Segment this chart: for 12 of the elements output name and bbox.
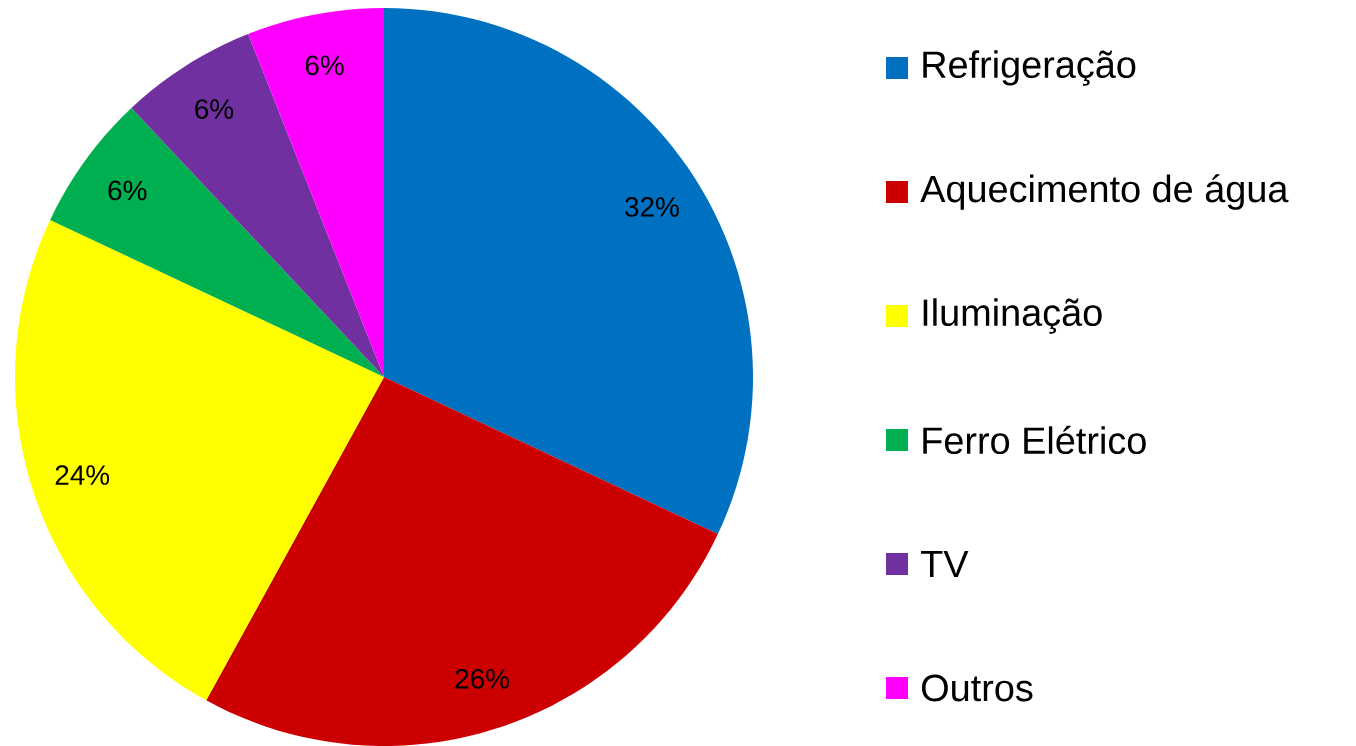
- legend-label: Iluminação: [923, 298, 1102, 334]
- data-label: 24%: [55, 465, 110, 485]
- data-label: 26%: [455, 668, 509, 689]
- legend-label: TV: [921, 551, 969, 578]
- data-label: 32%: [625, 197, 679, 217]
- legend-label: Aquecimento de água: [920, 174, 1289, 210]
- legend-label: Outros: [921, 674, 1033, 702]
- data-label: 6%: [108, 180, 147, 201]
- legend-label: Refrigeração: [923, 50, 1136, 86]
- legend-label: Ferro Elétrico: [923, 425, 1146, 455]
- data-label: 6%: [305, 55, 344, 76]
- data-label: 6%: [195, 99, 234, 119]
